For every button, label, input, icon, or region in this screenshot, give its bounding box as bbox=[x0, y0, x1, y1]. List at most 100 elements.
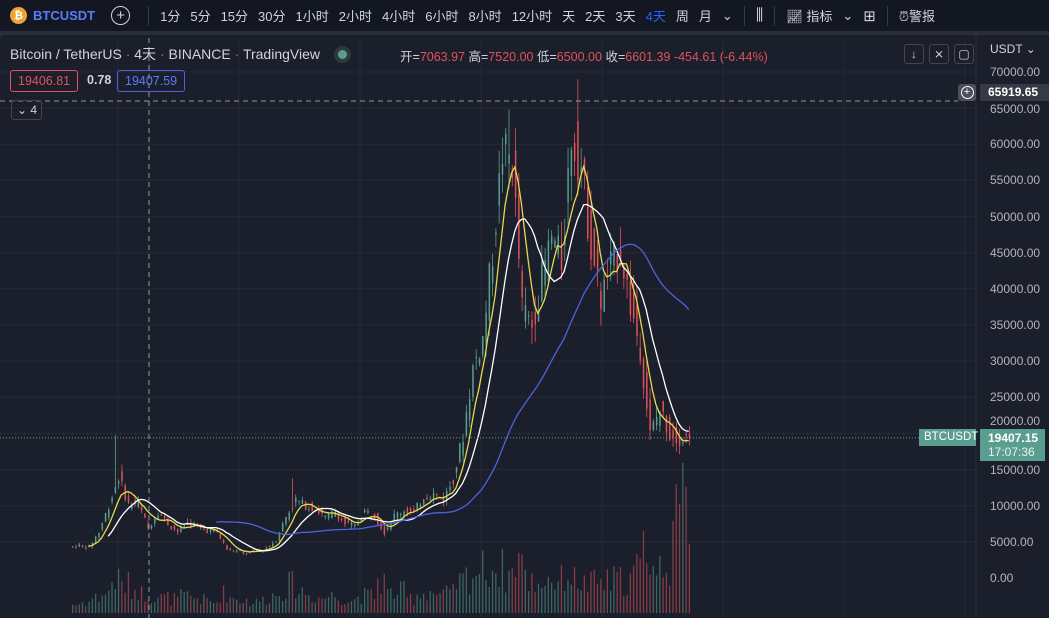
symbol-selector[interactable]: ₿ BTCUSDT bbox=[0, 7, 95, 24]
candle-body bbox=[108, 509, 110, 518]
volume-bar bbox=[672, 520, 674, 613]
candle-body bbox=[377, 512, 379, 525]
volume-bar bbox=[596, 583, 599, 613]
interval-4[interactable]: 1小时 bbox=[295, 9, 329, 24]
candle-body bbox=[646, 372, 648, 409]
candle-body bbox=[580, 167, 582, 174]
volume-bar bbox=[127, 571, 130, 613]
volume-bar bbox=[383, 574, 385, 613]
volume-bar bbox=[363, 587, 366, 613]
scroll-down-button[interactable]: ↓ bbox=[904, 44, 924, 64]
ma-slow-line bbox=[216, 243, 690, 535]
volume-bar bbox=[554, 589, 556, 613]
fullscreen-button[interactable]: ▢ bbox=[954, 44, 974, 64]
volume-bar bbox=[232, 597, 235, 613]
volume-bar bbox=[324, 598, 326, 613]
layout-grid-icon[interactable]: ⊞ bbox=[863, 7, 876, 25]
volume-bar bbox=[180, 589, 182, 613]
volume-bar bbox=[85, 606, 87, 613]
candle-body bbox=[331, 511, 333, 518]
candle-body bbox=[209, 529, 212, 532]
candle-body bbox=[144, 513, 146, 518]
interval-dropdown-icon[interactable]: ⌄ bbox=[721, 7, 733, 23]
volume-bar bbox=[285, 598, 287, 613]
interval-3[interactable]: 30分 bbox=[258, 9, 286, 24]
interval-6[interactable]: 4小时 bbox=[381, 9, 416, 24]
candle-body bbox=[232, 550, 235, 552]
volume-bar bbox=[583, 575, 586, 613]
candle-body bbox=[603, 279, 605, 312]
bid-price[interactable]: 19406.81 bbox=[10, 70, 79, 92]
volume-bar bbox=[531, 572, 533, 613]
candle-body bbox=[573, 142, 576, 162]
compare-add-icon[interactable]: + bbox=[111, 6, 131, 25]
volume-bar bbox=[459, 573, 461, 613]
volume-bar bbox=[452, 584, 454, 613]
candle-body bbox=[160, 514, 163, 516]
interval-8[interactable]: 8小时 bbox=[468, 9, 502, 24]
interval-11[interactable]: 2天 bbox=[585, 9, 606, 24]
interval-12[interactable]: 3天 bbox=[615, 9, 636, 24]
candle-body bbox=[344, 517, 346, 525]
volume-bar bbox=[167, 591, 169, 613]
alert-button[interactable]: ⏰︎警报 bbox=[894, 6, 940, 25]
volume-bar bbox=[255, 598, 258, 613]
bar-countdown: 17:07:36 bbox=[988, 445, 1035, 459]
ask-price[interactable]: 19407.59 bbox=[117, 70, 186, 92]
interval-13[interactable]: 4天 bbox=[645, 9, 666, 24]
candle-body bbox=[623, 266, 625, 279]
volume-bar bbox=[406, 596, 408, 613]
candle-body bbox=[272, 543, 274, 547]
volume-bar bbox=[537, 583, 540, 613]
candle-body bbox=[213, 529, 215, 532]
candle-body bbox=[242, 552, 245, 554]
add-alert-button[interactable]: + bbox=[958, 84, 976, 101]
fullscreen-icon: ▢ bbox=[958, 47, 970, 61]
candle-body bbox=[245, 553, 248, 555]
candle-body bbox=[98, 532, 100, 538]
candle-body bbox=[278, 533, 281, 541]
interval-9[interactable]: 12小时 bbox=[511, 9, 553, 24]
pair-name: Bitcoin / TetherUS bbox=[10, 46, 122, 62]
volume-bar bbox=[78, 604, 80, 613]
volume-bar bbox=[72, 604, 74, 613]
candle-body bbox=[173, 525, 176, 530]
candle-body bbox=[154, 519, 156, 524]
interval-14[interactable]: 周 bbox=[675, 9, 689, 24]
indicators-dropdown-icon[interactable]: ⌄ bbox=[842, 7, 854, 23]
candle-body bbox=[587, 187, 589, 239]
interval-1[interactable]: 5分 bbox=[190, 9, 211, 24]
interval-10[interactable]: 天 bbox=[562, 9, 576, 24]
volume-bar bbox=[557, 581, 559, 613]
volume-bar bbox=[409, 593, 412, 613]
volume-bar bbox=[600, 579, 602, 613]
interval-2[interactable]: 15分 bbox=[220, 9, 249, 24]
volume-bar bbox=[291, 570, 294, 613]
currency-selector[interactable]: USDT ⌄ bbox=[990, 42, 1036, 56]
volume-bar bbox=[88, 601, 90, 613]
volume-bar bbox=[268, 603, 271, 613]
volume-bar bbox=[445, 585, 448, 613]
volume-bar bbox=[124, 592, 126, 613]
interval-15[interactable]: 月 bbox=[698, 9, 712, 24]
volume-bar bbox=[462, 573, 464, 613]
interval-0[interactable]: 1分 bbox=[160, 9, 181, 24]
interval-7[interactable]: 6小时 bbox=[425, 9, 459, 24]
volume-bar bbox=[337, 600, 340, 613]
volume-bar bbox=[400, 581, 402, 613]
indicators-collapse-toggle[interactable]: ⌄ 4 bbox=[11, 100, 42, 120]
volume-bar bbox=[491, 570, 494, 613]
candle-type-icon[interactable]: ⫼ bbox=[755, 6, 764, 24]
volume-bar bbox=[423, 593, 425, 613]
candle-body bbox=[462, 442, 464, 456]
volume-bar bbox=[311, 601, 313, 613]
candle-body bbox=[583, 158, 586, 172]
candle-body bbox=[416, 502, 418, 510]
volume-bar bbox=[675, 484, 677, 613]
volume-bar bbox=[449, 589, 451, 613]
collapse-button[interactable]: ⨯ bbox=[929, 44, 949, 64]
indicators-button[interactable]: 📈︎ 指标 bbox=[781, 6, 837, 25]
source-label: TradingView bbox=[242, 46, 320, 62]
interval-5[interactable]: 2小时 bbox=[338, 9, 372, 24]
